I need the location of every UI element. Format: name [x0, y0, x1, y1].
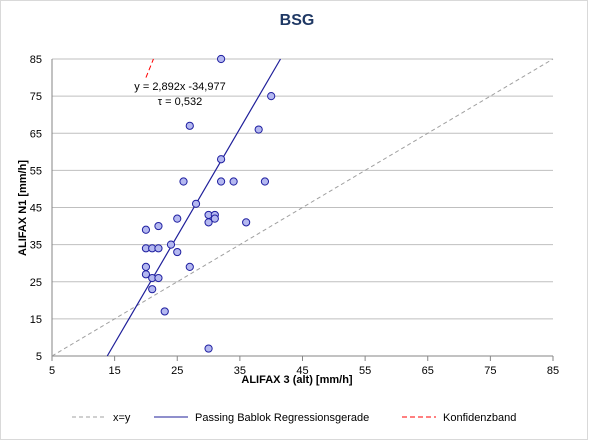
x-tick-label: 15	[109, 365, 121, 377]
data-point	[179, 177, 188, 186]
data-point	[216, 54, 226, 64]
confidence-band-line	[145, 58, 154, 78]
regression-equation: y = 2,892x -34,977	[134, 81, 225, 93]
legend-identity-label: x=y	[113, 412, 131, 424]
regression-line	[106, 58, 282, 357]
x-tick-label: 45	[296, 365, 308, 377]
data-point	[204, 218, 213, 227]
data-point	[160, 307, 169, 316]
legend-regression-label: Passing Bablok Regressionsgerade	[195, 412, 369, 424]
data-point	[166, 240, 176, 249]
y-tick-label: 5	[36, 351, 42, 363]
data-point	[148, 285, 157, 294]
data-point	[204, 344, 213, 353]
data-point	[154, 221, 163, 231]
data-point	[229, 177, 238, 186]
x-tick-label: 5	[49, 365, 55, 377]
legend: x=y Passing Bablok Regressionsgerade Kon…	[72, 412, 516, 424]
data-point	[191, 199, 201, 208]
x-tick-label: 75	[484, 365, 496, 377]
x-tick-label: 85	[547, 365, 559, 377]
x-tick-label: 65	[422, 365, 434, 377]
data-point	[154, 244, 163, 253]
y-tick-label: 25	[30, 277, 42, 289]
chart-frame	[0, 0, 588, 440]
data-point	[185, 121, 194, 130]
chart-title: BSG	[280, 12, 315, 29]
x-axis-label: ALIFAX 3 (alt) [mm/h]	[241, 374, 353, 386]
data-point	[210, 214, 219, 223]
data-point	[154, 273, 163, 283]
x-tick-label: 25	[171, 365, 183, 377]
y-tick-label: 35	[30, 240, 42, 252]
data-point	[216, 177, 226, 186]
y-tick-label: 75	[30, 91, 42, 103]
data-point	[141, 270, 151, 279]
data-point	[267, 92, 276, 101]
y-tick-label: 55	[30, 165, 42, 177]
data-point	[173, 214, 182, 223]
y-tick-label: 85	[30, 54, 42, 66]
data-point	[254, 125, 263, 134]
y-tick-label: 45	[30, 203, 42, 215]
y-tick-label: 15	[30, 314, 42, 326]
data-point	[216, 155, 226, 164]
data-point	[141, 225, 151, 234]
y-axis-label: ALIFAX N1 [mm/h]	[17, 160, 29, 256]
data-point	[242, 218, 251, 227]
x-tick-label: 35	[234, 365, 246, 377]
data-point	[141, 262, 151, 271]
data-point	[260, 177, 270, 186]
y-tick-label: 65	[30, 128, 42, 140]
tau-value: τ = 0,532	[158, 96, 202, 108]
data-point	[173, 247, 182, 257]
legend-band-label: Konfidenzband	[443, 412, 516, 424]
data-point	[185, 262, 194, 271]
identity-line	[51, 58, 554, 357]
x-tick-label: 55	[359, 365, 371, 377]
